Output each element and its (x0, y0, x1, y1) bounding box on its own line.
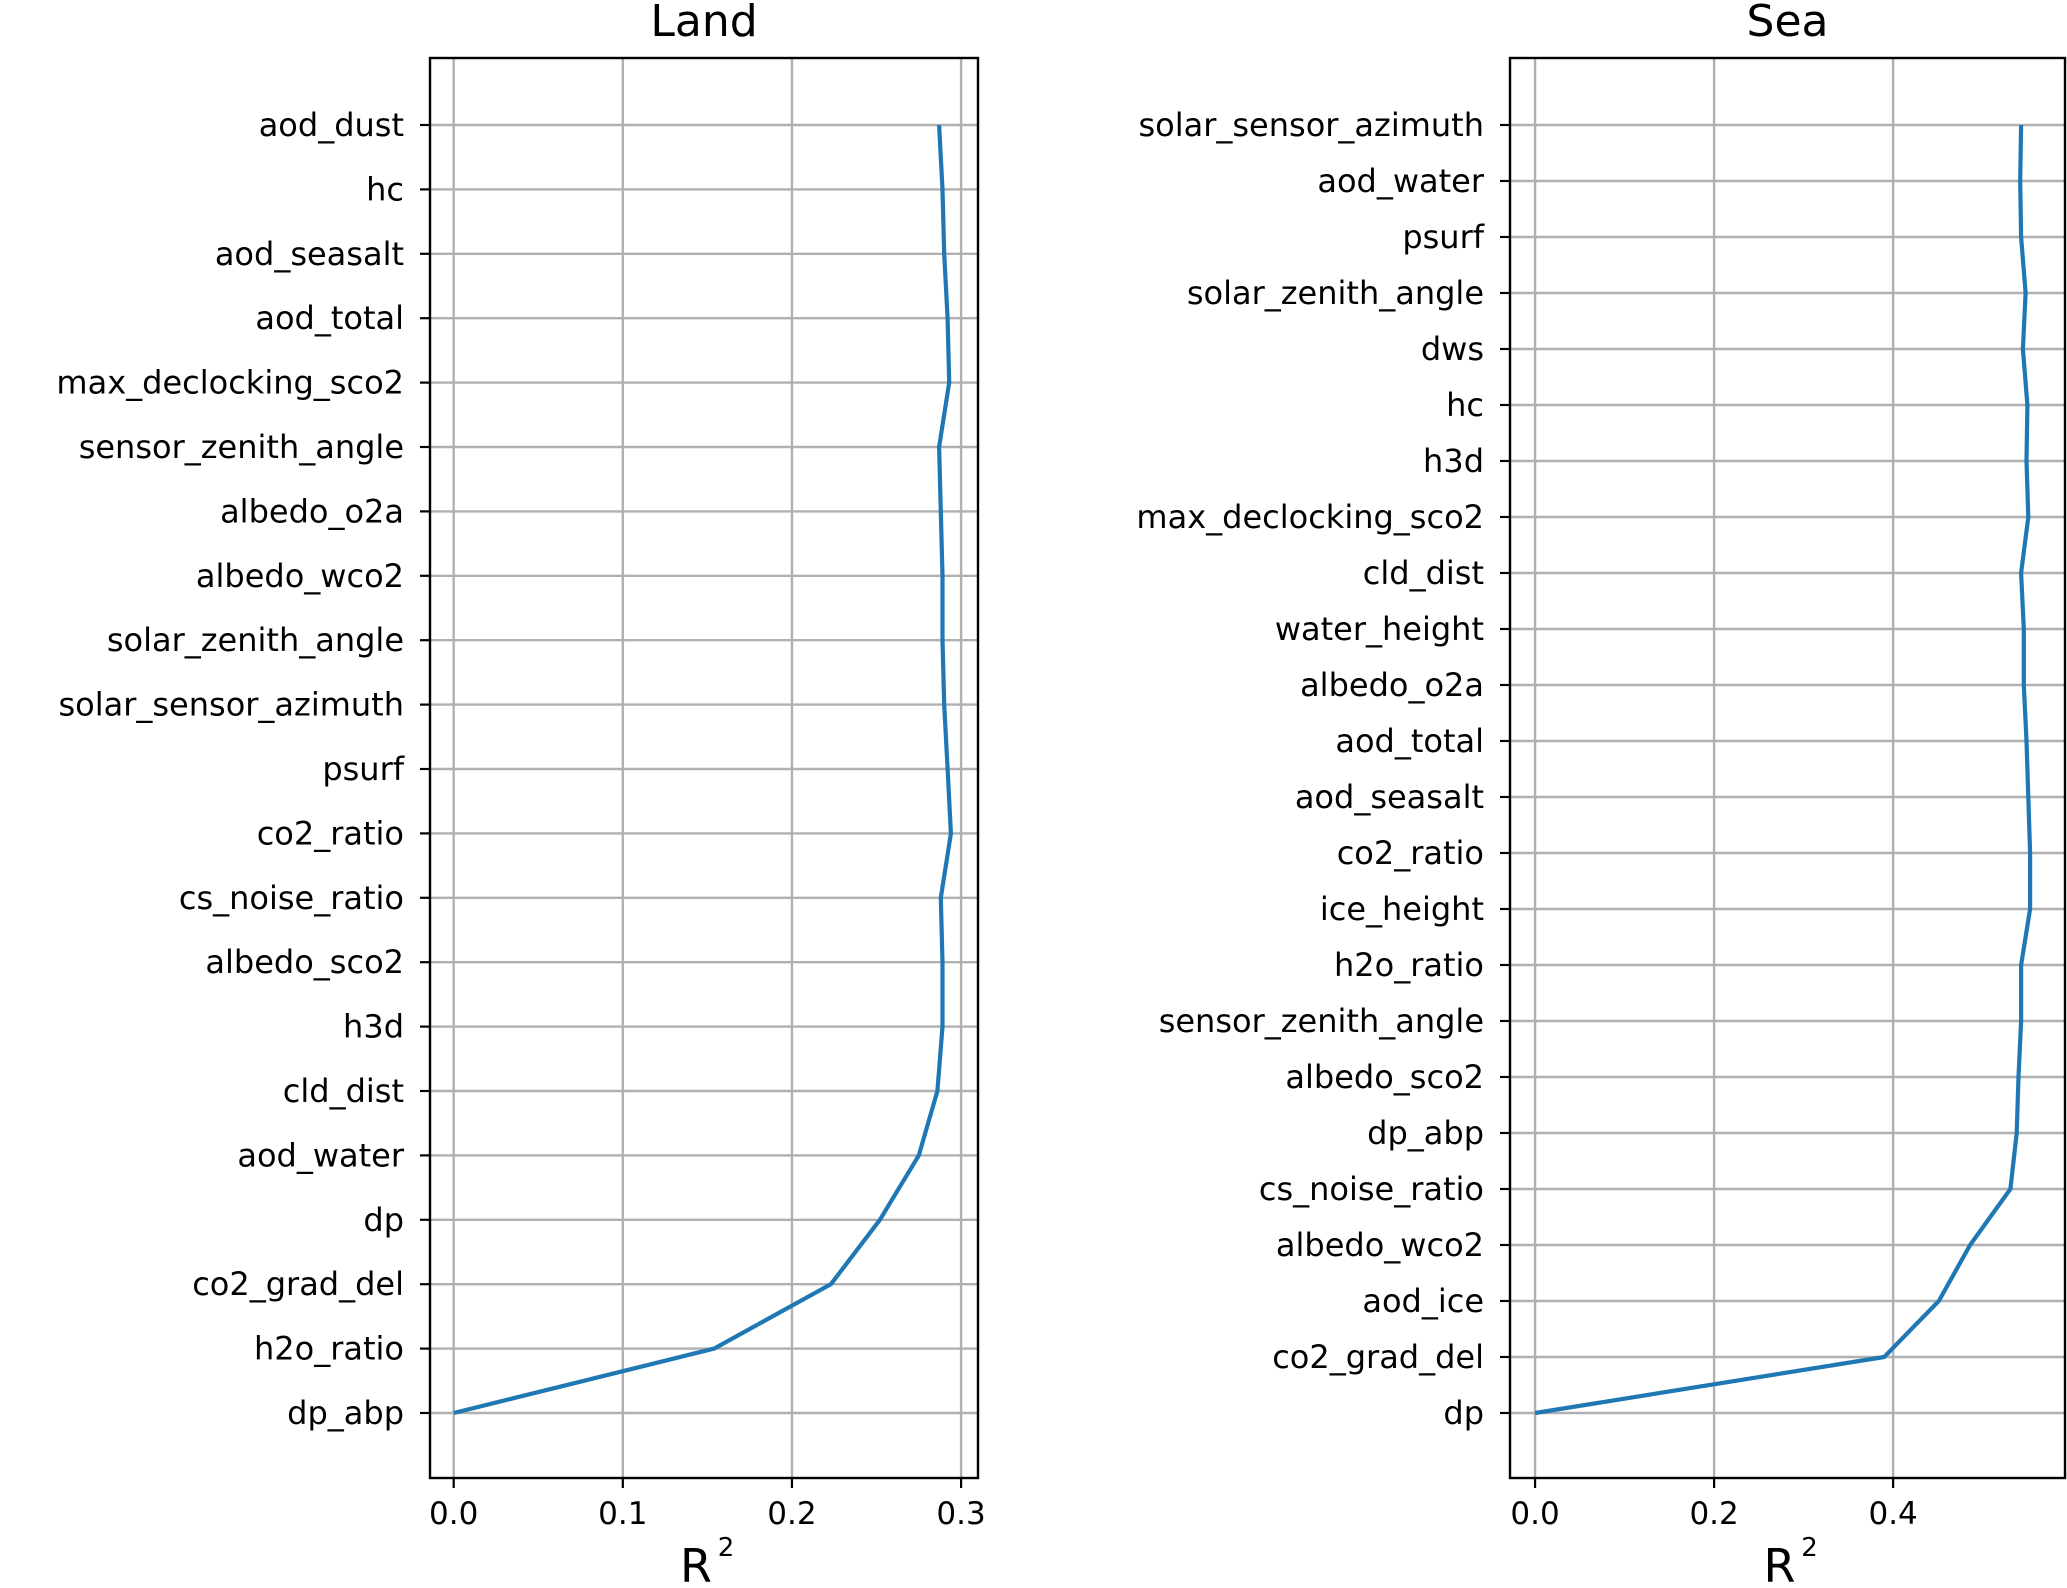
sea-plot-frame (1508, 56, 2067, 1480)
sea-x-axis-label: R (1764, 1539, 1796, 1588)
sea-xtick-label: 0.2 (1689, 1496, 1738, 1532)
sea-ytick-label: co2_grad_del (1272, 1338, 1484, 1376)
land-ytick-label: sensor_zenith_angle (79, 428, 404, 466)
sea-ytick-label: h2o_ratio (1334, 946, 1484, 984)
sea-series-line (1534, 124, 2033, 1416)
land-ytick-label: h2o_ratio (254, 1330, 404, 1368)
sea-ytick-label: solar_sensor_azimuth (1138, 106, 1484, 144)
sea-ytick-label: psurf (1402, 218, 1484, 256)
land-xtick-label: 0.0 (429, 1496, 478, 1532)
sea-ytick-label: solar_zenith_angle (1187, 274, 1484, 312)
land-xtick-label: 0.3 (936, 1496, 985, 1532)
sea-ytick-label: water_height (1275, 610, 1484, 648)
land-ytick-label: aod_dust (259, 106, 404, 144)
sea-chart-title: Sea (1747, 0, 1829, 47)
land-ytick-label: dp (363, 1201, 404, 1239)
sea-ytick-label: hc (1446, 386, 1484, 424)
sea-xtick-label: 0.0 (1510, 1496, 1559, 1532)
land-xtick-label: 0.2 (767, 1496, 816, 1532)
land-x-axis-label: R (680, 1539, 712, 1588)
sea-ytick-label: albedo_wco2 (1276, 1226, 1484, 1264)
sea-ytick-label: aod_ice (1362, 1282, 1484, 1320)
sea-ytick-label: albedo_sco2 (1285, 1058, 1484, 1096)
land-x-axis-label-superscript: 2 (718, 1533, 735, 1563)
sea-ytick-label: sensor_zenith_angle (1159, 1002, 1484, 1040)
land-ytick-label: albedo_o2a (220, 492, 404, 530)
land-ytick-label: co2_ratio (257, 814, 404, 852)
sea-x-axis-label-superscript: 2 (1801, 1533, 1818, 1563)
sea-ytick-label: aod_seasalt (1295, 778, 1484, 816)
sea-ytick-label: cld_dist (1363, 554, 1484, 592)
land-ytick-label: h3d (343, 1008, 404, 1046)
sea-ytick-label: aod_water (1317, 162, 1485, 200)
land-ytick-label: solar_zenith_angle (107, 621, 404, 659)
land-ytick-label: hc (366, 170, 404, 208)
land-ytick-label: co2_grad_del (192, 1265, 404, 1303)
land-ytick-label: max_declocking_sco2 (56, 364, 404, 402)
land-ytick-label: psurf (322, 750, 404, 788)
sea-ytick-label: cs_noise_ratio (1259, 1170, 1484, 1208)
sea-ytick-label: albedo_o2a (1300, 666, 1484, 704)
land-ytick-label: cld_dist (283, 1072, 404, 1110)
land-ytick-label: dp_abp (287, 1394, 404, 1432)
sea-ytick-label: dp (1443, 1394, 1484, 1432)
sea-ytick-label: dp_abp (1367, 1114, 1484, 1152)
land-ytick-label: albedo_wco2 (196, 557, 404, 595)
sea-ytick-label: dws (1421, 330, 1484, 368)
land-ytick-label: cs_noise_ratio (179, 879, 404, 917)
sea-ytick-label: h3d (1423, 442, 1484, 480)
sea-ytick-label: co2_ratio (1337, 834, 1484, 872)
land-ytick-label: solar_sensor_azimuth (58, 686, 404, 724)
sea-ytick-label: aod_total (1335, 722, 1484, 760)
sea-ytick-label: ice_height (1320, 890, 1484, 928)
land-ytick-label: aod_total (255, 299, 404, 337)
land-ytick-label: aod_seasalt (215, 235, 404, 273)
land-ytick-label: albedo_sco2 (205, 943, 404, 981)
land-series-line (453, 124, 954, 1416)
land-xtick-label: 0.1 (598, 1496, 647, 1532)
sea-xtick-label: 0.4 (1868, 1496, 1917, 1532)
sea-ytick-label: max_declocking_sco2 (1136, 498, 1484, 536)
land-chart-title: Land (650, 0, 757, 47)
land-ytick-label: aod_water (237, 1136, 405, 1174)
